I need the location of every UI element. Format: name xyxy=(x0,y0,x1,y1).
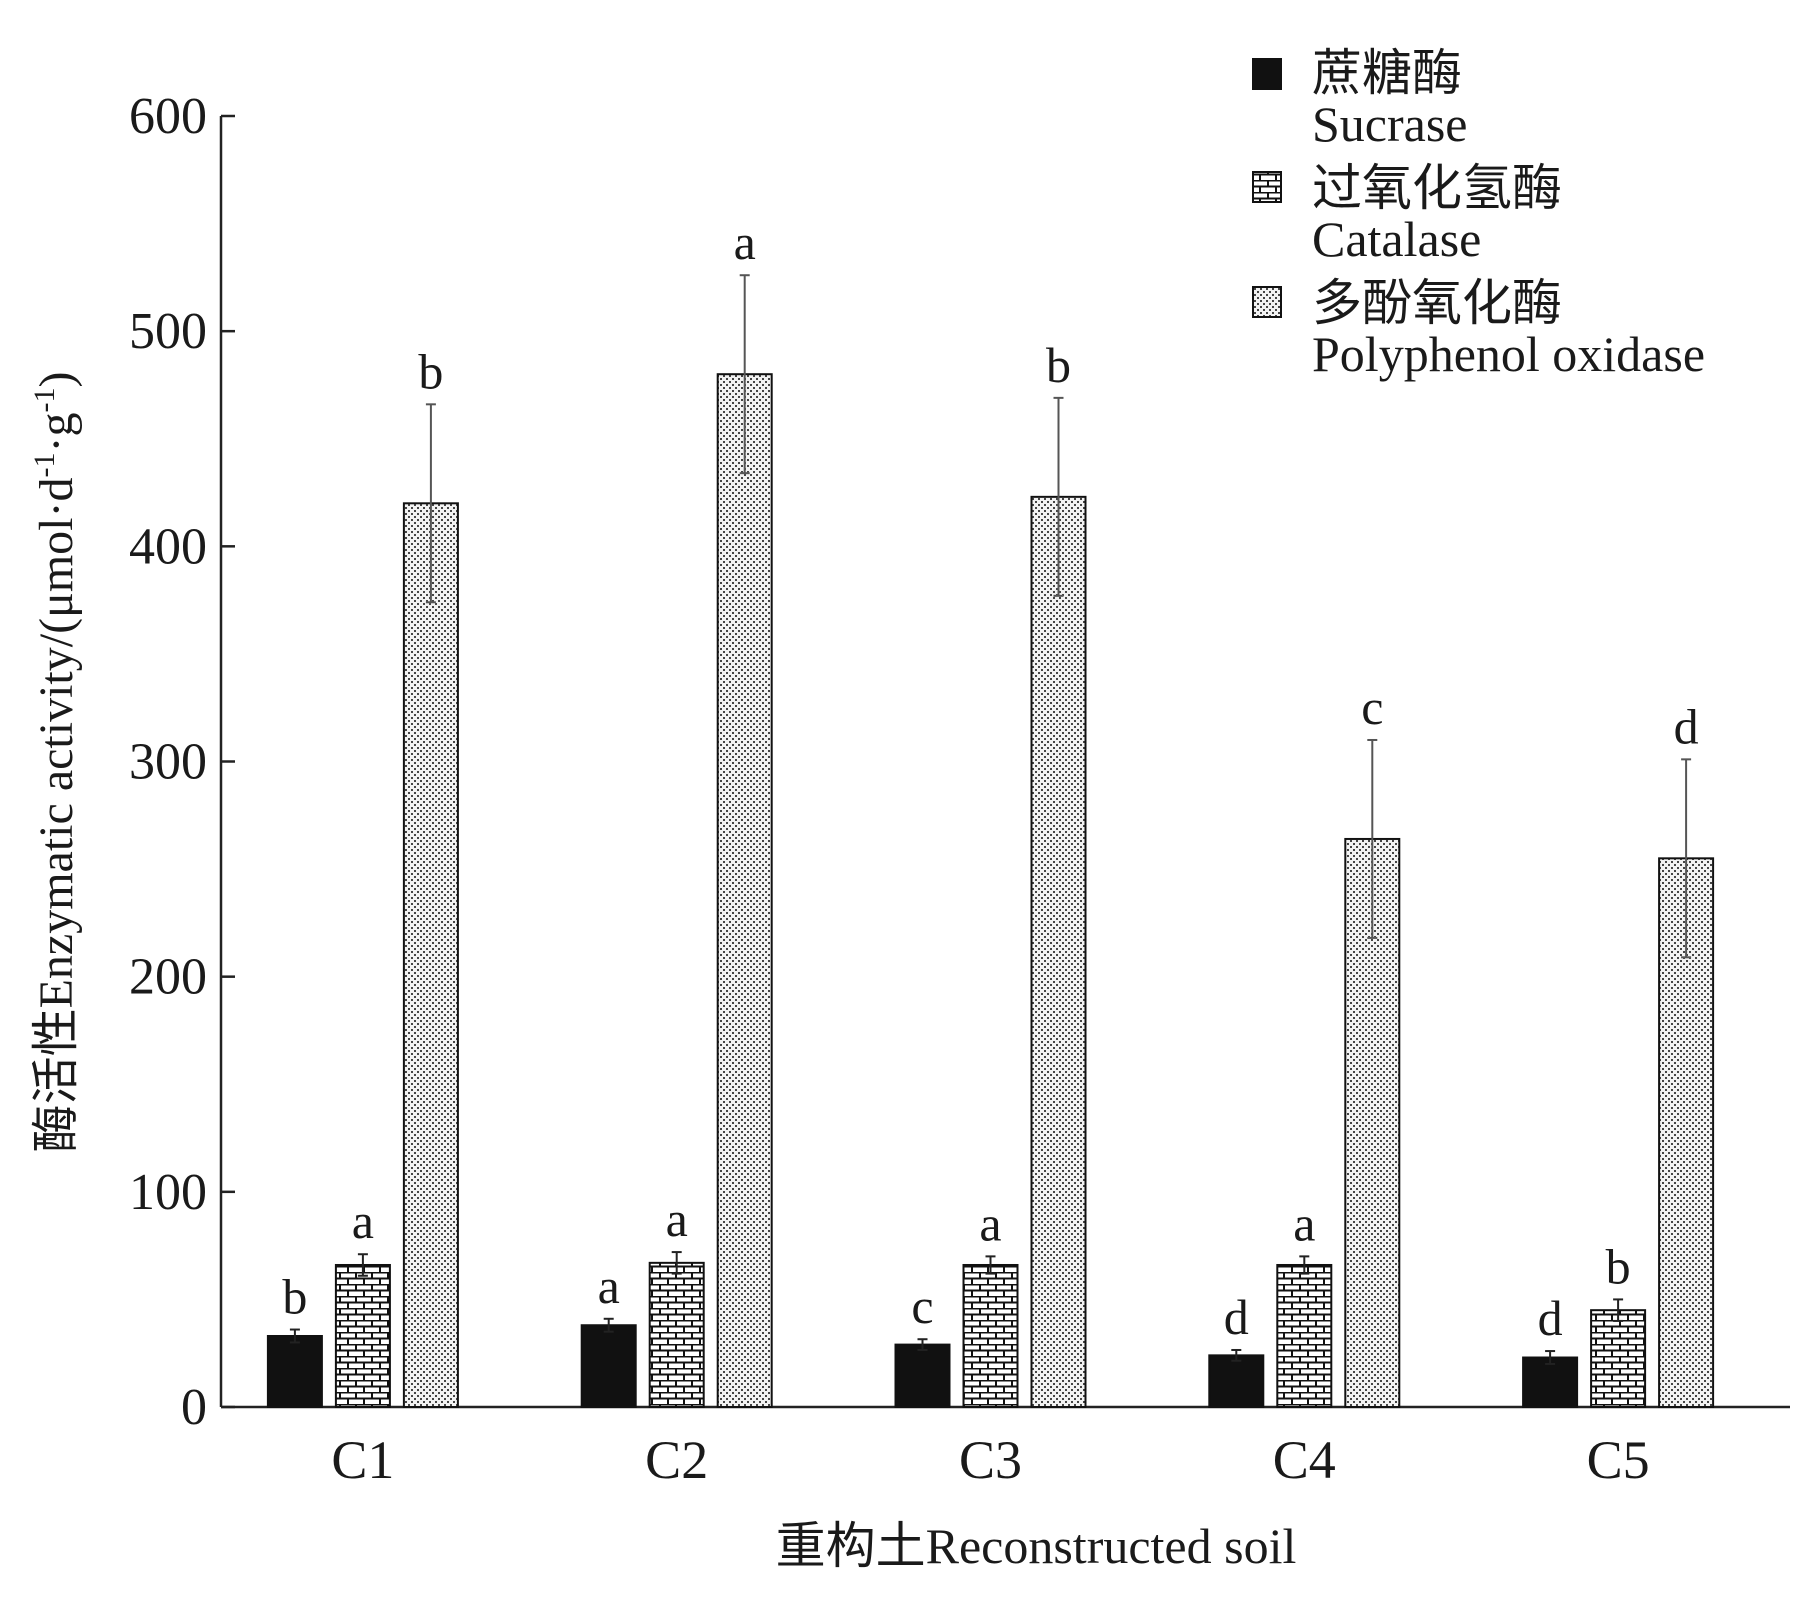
y-tick-label: 200 xyxy=(129,949,207,1006)
bar-sucrase-c5 xyxy=(1522,1356,1579,1409)
significance-letter: d xyxy=(1674,698,1699,754)
legend-label-catalase-en: Catalase xyxy=(1312,211,1481,267)
legend-label-sucrase-en: Sucrase xyxy=(1312,96,1468,152)
legend-swatch-sucrase xyxy=(1252,58,1282,90)
y-axis-label-mid: ·g xyxy=(30,413,83,453)
legend-swatch-polyphenol-oxidase xyxy=(1252,286,1282,318)
bar-catalase-c5 xyxy=(1590,1309,1647,1409)
y-axis-label-en: Enzymatic activity/(μmol·d xyxy=(30,478,83,1009)
legend-swatch-catalase xyxy=(1252,171,1282,203)
bar-catalase-c2 xyxy=(648,1261,705,1409)
y-axis-label-cn: 酶活性 xyxy=(28,1008,84,1152)
y-tick-label: 0 xyxy=(181,1379,207,1436)
legend-label-sucrase-cn: 蔗糖酶 xyxy=(1312,44,1462,102)
significance-letter: a xyxy=(1293,1195,1315,1251)
x-tick-label: C4 xyxy=(1273,1430,1336,1490)
y-axis-ticks: 0 100 200 300 400 500 600 xyxy=(129,88,235,1436)
bar-sucrase-c2 xyxy=(580,1324,637,1409)
y-tick-label: 300 xyxy=(129,734,207,791)
significance-letter: b xyxy=(282,1269,307,1325)
significance-letter: c xyxy=(911,1278,933,1334)
significance-letter: a xyxy=(666,1191,688,1247)
legend-label-polyphenol-oxidase-cn: 多酚氧化酶 xyxy=(1312,274,1562,332)
bar-polyphenol-oxidase-c2 xyxy=(716,373,773,1409)
y-tick-label: 600 xyxy=(129,88,207,145)
bar-catalase-c3 xyxy=(962,1263,1019,1408)
significance-letter: b xyxy=(1606,1238,1631,1294)
significance-letter: a xyxy=(598,1258,620,1314)
significance-letter: b xyxy=(418,343,443,399)
significance-letter: a xyxy=(352,1193,374,1249)
y-axis-label-end: ) xyxy=(30,372,83,388)
bar-polyphenol-oxidase-c3 xyxy=(1030,495,1087,1409)
significance-letter: c xyxy=(1361,679,1383,735)
legend-label-polyphenol-oxidase-en: Polyphenol oxidase xyxy=(1312,326,1705,382)
legend-label-catalase-cn: 过氧化氢酶 xyxy=(1312,159,1562,217)
y-tick-label: 400 xyxy=(129,518,207,575)
y-axis-label: 酶活性Enzymatic activity/(μmol·d-1·g-1) xyxy=(28,372,84,1153)
significance-letter: b xyxy=(1046,337,1071,393)
y-tick-label: 500 xyxy=(129,303,207,360)
significance-letter: a xyxy=(979,1195,1001,1251)
x-tick-label: C1 xyxy=(331,1430,394,1490)
x-tick-label: C5 xyxy=(1587,1430,1650,1490)
bar-catalase-c4 xyxy=(1276,1263,1333,1408)
significance-letter: a xyxy=(734,214,756,270)
significance-letter: d xyxy=(1538,1290,1563,1346)
bar-sucrase-c3 xyxy=(894,1343,951,1409)
bar-sucrase-c4 xyxy=(1208,1354,1265,1408)
bar-polyphenol-oxidase-c1 xyxy=(402,502,459,1408)
significance-letter: d xyxy=(1224,1289,1249,1345)
y-tick-label: 100 xyxy=(129,1164,207,1221)
legend: 蔗糖酶 Sucrase 过氧化氢酶 Catalase 多酚氧化酶 Polyphe… xyxy=(1252,44,1705,382)
bar-catalase-c1 xyxy=(334,1263,391,1408)
y-axis-label-sup1: -1 xyxy=(28,453,61,478)
y-axis-label-sup2: -1 xyxy=(28,388,61,413)
x-axis-label: 重构土Reconstructed soil xyxy=(776,1517,1297,1575)
x-axis-ticks: C1 C2 C3 C4 C5 xyxy=(331,1430,1649,1490)
bar-sucrase-c1 xyxy=(266,1334,323,1408)
x-tick-label: C2 xyxy=(645,1430,708,1490)
x-axis-label-cn: 重构土 xyxy=(776,1517,926,1575)
x-axis-label-en: Reconstructed soil xyxy=(926,1518,1297,1574)
x-tick-label: C3 xyxy=(959,1430,1022,1490)
